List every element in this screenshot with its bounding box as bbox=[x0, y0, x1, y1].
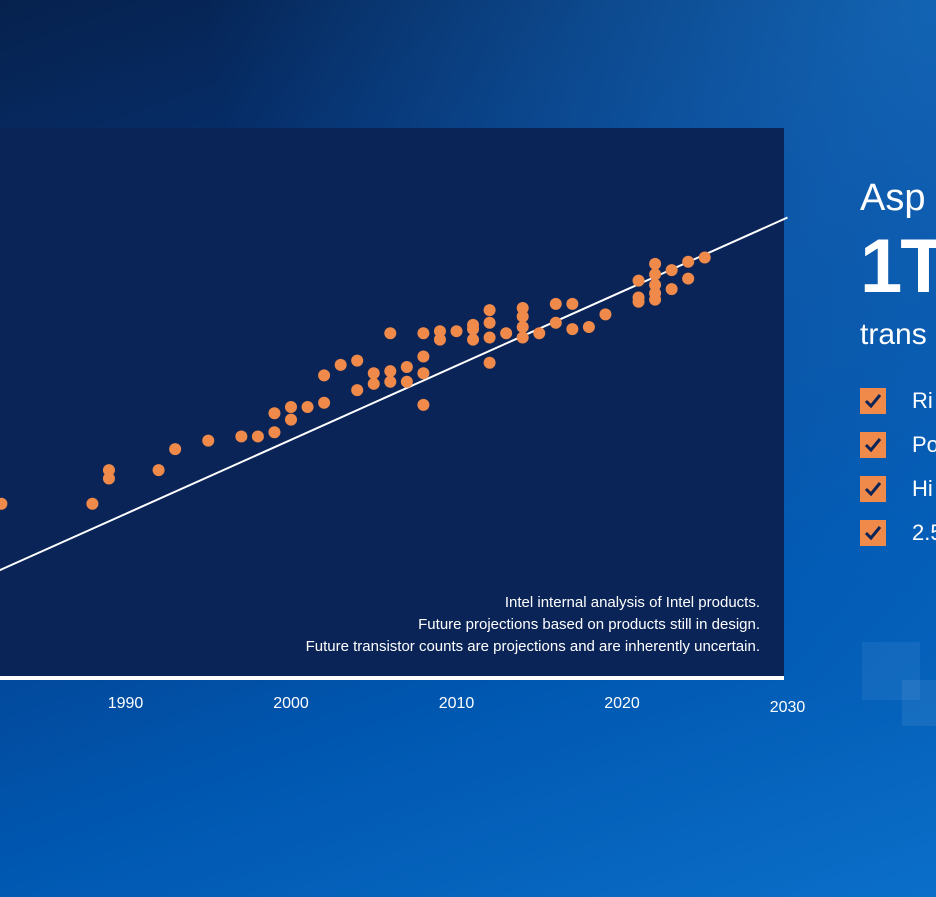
checkmark-icon bbox=[860, 432, 886, 458]
data-point bbox=[384, 365, 397, 378]
checklist-item: 2.5 bbox=[860, 519, 936, 547]
data-point bbox=[384, 327, 397, 340]
data-point bbox=[665, 283, 678, 296]
data-point bbox=[433, 325, 446, 338]
x-tick-label: 2020 bbox=[604, 695, 640, 712]
side-subline: trans bbox=[860, 318, 927, 351]
checklist-item-text: Ri bbox=[912, 388, 933, 413]
side-panel: Asp 1T trans Ri Po Hi 2.5 bbox=[860, 175, 936, 595]
checklist-item-text: 2.5 bbox=[912, 520, 936, 545]
checklist-item-text: Po bbox=[912, 432, 936, 457]
data-point bbox=[698, 251, 711, 264]
checkmark-icon bbox=[860, 476, 886, 502]
data-point bbox=[384, 375, 397, 388]
data-point bbox=[516, 320, 529, 333]
x-tick-label: 2030 bbox=[770, 699, 806, 716]
data-point bbox=[334, 358, 347, 371]
data-point bbox=[649, 268, 662, 281]
data-point bbox=[632, 274, 645, 287]
data-point bbox=[566, 323, 579, 336]
data-point bbox=[500, 327, 513, 340]
trend-line bbox=[0, 216, 788, 572]
data-point bbox=[649, 257, 662, 270]
data-point bbox=[483, 304, 496, 317]
data-point bbox=[483, 331, 496, 344]
data-point bbox=[301, 400, 314, 413]
data-point bbox=[566, 297, 579, 310]
checklist-item: Po bbox=[860, 431, 936, 459]
checkmark-icon bbox=[860, 388, 886, 414]
data-point bbox=[483, 316, 496, 329]
chart-panel bbox=[0, 128, 784, 678]
data-point bbox=[682, 272, 695, 285]
data-point bbox=[549, 316, 562, 329]
data-point bbox=[367, 377, 380, 390]
data-point bbox=[682, 255, 695, 268]
data-point bbox=[649, 287, 662, 300]
data-point bbox=[400, 360, 413, 373]
data-point bbox=[367, 367, 380, 380]
data-point bbox=[516, 310, 529, 323]
data-point bbox=[516, 331, 529, 344]
footnote-3: Future transistor counts are projections… bbox=[305, 638, 760, 655]
chart-baseline bbox=[0, 676, 784, 680]
data-point bbox=[102, 464, 115, 477]
side-aspire-text: Asp bbox=[860, 177, 926, 219]
data-point bbox=[0, 497, 8, 510]
data-point bbox=[549, 297, 562, 310]
checkmark-icon bbox=[860, 520, 886, 546]
data-point bbox=[351, 384, 364, 397]
x-tick-label: 2010 bbox=[439, 695, 475, 712]
data-point bbox=[251, 430, 264, 443]
x-tick-label: 2000 bbox=[273, 695, 309, 712]
footnote-2: Future projections based on products sti… bbox=[418, 616, 760, 633]
data-point bbox=[202, 434, 215, 447]
data-point bbox=[417, 327, 430, 340]
data-point bbox=[318, 396, 331, 409]
data-point bbox=[417, 350, 430, 363]
decorative-square bbox=[862, 642, 920, 700]
data-point bbox=[433, 333, 446, 346]
side-headline: 1T bbox=[860, 224, 936, 309]
data-point bbox=[86, 497, 99, 510]
data-point bbox=[351, 354, 364, 367]
data-point bbox=[285, 413, 297, 426]
data-point bbox=[169, 443, 182, 456]
data-point bbox=[632, 291, 645, 304]
checklist-item: Ri bbox=[860, 387, 936, 415]
data-point bbox=[417, 398, 430, 411]
data-point bbox=[582, 320, 595, 333]
data-point bbox=[285, 400, 297, 413]
footnote-1: Intel internal analysis of Intel product… bbox=[504, 594, 760, 611]
data-point bbox=[417, 367, 430, 380]
data-point bbox=[268, 407, 281, 420]
data-point bbox=[450, 325, 463, 338]
data-point bbox=[649, 278, 662, 291]
data-point bbox=[102, 472, 115, 485]
decorative-square bbox=[902, 680, 936, 726]
data-point bbox=[152, 464, 165, 477]
chart-footnotes: Intel internal analysis of Intel product… bbox=[306, 592, 760, 658]
data-point bbox=[268, 426, 281, 439]
data-point bbox=[483, 356, 496, 369]
data-point bbox=[400, 375, 413, 388]
data-point bbox=[516, 302, 529, 315]
checklist-item: Hi bbox=[860, 475, 936, 503]
data-point bbox=[467, 333, 480, 346]
data-point bbox=[467, 318, 480, 331]
data-point bbox=[235, 430, 248, 443]
data-point bbox=[665, 264, 678, 277]
data-point bbox=[533, 327, 546, 340]
checklist: Ri Po Hi 2.5 bbox=[860, 387, 936, 547]
x-tick-label: 1990 bbox=[108, 695, 144, 712]
checklist-item-text: Hi bbox=[912, 476, 933, 501]
data-point bbox=[599, 308, 612, 321]
data-point bbox=[318, 369, 331, 382]
